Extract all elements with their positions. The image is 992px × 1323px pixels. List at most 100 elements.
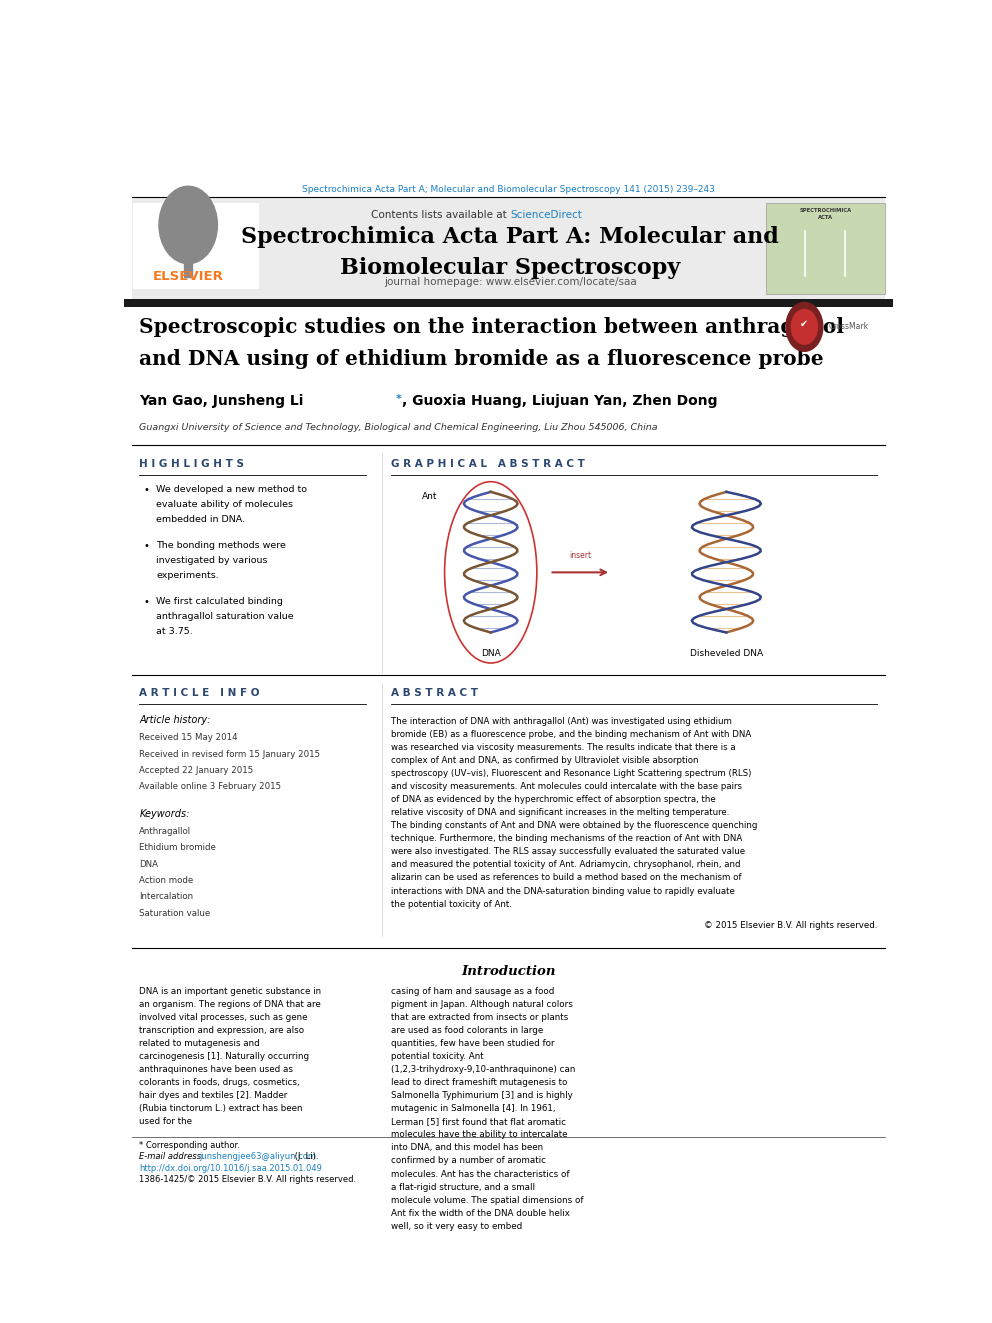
Text: Ant fix the width of the DNA double helix: Ant fix the width of the DNA double heli… [391, 1209, 569, 1217]
Text: Guangxi University of Science and Technology, Biological and Chemical Engineerin: Guangxi University of Science and Techno… [139, 422, 658, 431]
Text: and measured the potential toxicity of Ant. Adriamycin, chrysophanol, rhein, and: and measured the potential toxicity of A… [391, 860, 740, 869]
Text: Action mode: Action mode [139, 876, 193, 885]
Text: that are extracted from insects or plants: that are extracted from insects or plant… [391, 1013, 568, 1023]
Text: investigated by various: investigated by various [157, 556, 268, 565]
Text: Article history:: Article history: [139, 714, 210, 725]
Text: The bonding methods were: The bonding methods were [157, 541, 286, 550]
Text: mutagenic in Salmonella [4]. In 1961,: mutagenic in Salmonella [4]. In 1961, [391, 1105, 556, 1114]
Text: Spectroscopic studies on the interaction between anthragallol: Spectroscopic studies on the interaction… [139, 316, 844, 336]
Circle shape [792, 310, 817, 344]
Text: Anthragallol: Anthragallol [139, 827, 191, 836]
Text: A B S T R A C T: A B S T R A C T [391, 688, 478, 699]
Circle shape [159, 187, 217, 263]
Text: ELSEVIER: ELSEVIER [153, 270, 223, 283]
Circle shape [175, 198, 202, 235]
Text: A R T I C L E   I N F O: A R T I C L E I N F O [139, 688, 260, 699]
Text: and DNA using of ethidium bromide as a fluorescence probe: and DNA using of ethidium bromide as a f… [139, 349, 824, 369]
Text: Spectrochimica Acta Part A: Molecular and: Spectrochimica Acta Part A: Molecular an… [241, 226, 779, 247]
Text: Spectrochimica Acta Part A; Molecular and Biomolecular Spectroscopy 141 (2015) 2: Spectrochimica Acta Part A; Molecular an… [302, 185, 715, 194]
Text: junshengjee63@aliyun.com: junshengjee63@aliyun.com [199, 1152, 316, 1162]
Text: insert: insert [569, 552, 591, 560]
Text: ACTA: ACTA [818, 214, 833, 220]
Text: well, so it very easy to embed: well, so it very easy to embed [391, 1221, 522, 1230]
Text: Biomolecular Spectroscopy: Biomolecular Spectroscopy [340, 257, 681, 279]
Text: complex of Ant and DNA, as confirmed by Ultraviolet visible absorption: complex of Ant and DNA, as confirmed by … [391, 757, 698, 765]
Text: anthraquinones have been used as: anthraquinones have been used as [139, 1065, 294, 1074]
Text: * Corresponding author.: * Corresponding author. [139, 1140, 240, 1150]
Text: journal homepage: www.elsevier.com/locate/saa: journal homepage: www.elsevier.com/locat… [384, 277, 637, 287]
Bar [185, 262, 192, 277]
Text: We first calculated binding: We first calculated binding [157, 597, 283, 606]
Text: Accepted 22 January 2015: Accepted 22 January 2015 [139, 766, 254, 775]
Text: H I G H L I G H T S: H I G H L I G H T S [139, 459, 244, 470]
Text: alizarin can be used as references to build a method based on the mechanism of: alizarin can be used as references to bu… [391, 873, 741, 882]
Text: evaluate ability of molecules: evaluate ability of molecules [157, 500, 294, 509]
Text: •: • [144, 484, 150, 495]
Bar [124, 299, 893, 307]
Bar [133, 202, 259, 290]
Text: Lerman [5] first found that flat aromatic: Lerman [5] first found that flat aromati… [391, 1118, 565, 1126]
Text: hair dyes and textiles [2]. Madder: hair dyes and textiles [2]. Madder [139, 1091, 288, 1101]
Text: Contents lists available at: Contents lists available at [371, 209, 510, 220]
Text: molecules have the ability to intercalate: molecules have the ability to intercalat… [391, 1130, 567, 1139]
Text: lead to direct frameshift mutagenesis to: lead to direct frameshift mutagenesis to [391, 1078, 567, 1088]
Text: (J. Li).: (J. Li). [292, 1152, 318, 1162]
Text: into DNA, and this model has been: into DNA, and this model has been [391, 1143, 543, 1152]
Text: at 3.75.: at 3.75. [157, 627, 193, 636]
Text: Salmonella Typhimurium [3] and is highly: Salmonella Typhimurium [3] and is highly [391, 1091, 572, 1101]
Text: are used as food colorants in large: are used as food colorants in large [391, 1027, 543, 1035]
Text: CrossMark: CrossMark [829, 323, 869, 331]
Text: a flat-rigid structure, and a small: a flat-rigid structure, and a small [391, 1183, 535, 1192]
Text: (Rubia tinctorum L.) extract has been: (Rubia tinctorum L.) extract has been [139, 1105, 303, 1114]
Text: colorants in foods, drugs, cosmetics,: colorants in foods, drugs, cosmetics, [139, 1078, 300, 1088]
Text: Ant: Ant [422, 492, 437, 501]
Text: related to mutagenesis and: related to mutagenesis and [139, 1039, 260, 1048]
Text: , Guoxia Huang, Liujuan Yan, Zhen Dong: , Guoxia Huang, Liujuan Yan, Zhen Dong [403, 394, 718, 407]
Text: •: • [144, 541, 150, 550]
Text: confirmed by a number of aromatic: confirmed by a number of aromatic [391, 1156, 546, 1166]
Text: spectroscopy (UV–vis), Fluorescent and Resonance Light Scattering spectrum (RLS): spectroscopy (UV–vis), Fluorescent and R… [391, 769, 751, 778]
Text: was researched via viscosity measurements. The results indicate that there is a: was researched via viscosity measurement… [391, 744, 735, 751]
Text: molecules. Ant has the characteristics of: molecules. Ant has the characteristics o… [391, 1170, 569, 1179]
Text: interactions with DNA and the DNA-saturation binding value to rapidly evaluate: interactions with DNA and the DNA-satura… [391, 886, 735, 896]
Circle shape [167, 192, 209, 249]
Text: technique. Furthermore, the binding mechanisms of the reaction of Ant with DNA: technique. Furthermore, the binding mech… [391, 835, 742, 843]
Text: Intercalation: Intercalation [139, 892, 193, 901]
Text: experiments.: experiments. [157, 572, 219, 581]
Text: Ethidium bromide: Ethidium bromide [139, 843, 216, 852]
Text: DNA: DNA [481, 648, 501, 658]
Text: © 2015 Elsevier B.V. All rights reserved.: © 2015 Elsevier B.V. All rights reserved… [704, 921, 878, 930]
Text: anthragallol saturation value: anthragallol saturation value [157, 613, 294, 620]
Text: DNA: DNA [139, 860, 159, 869]
Text: molecule volume. The spatial dimensions of: molecule volume. The spatial dimensions … [391, 1196, 583, 1205]
Text: casing of ham and sausage as a food: casing of ham and sausage as a food [391, 987, 555, 996]
Circle shape [786, 303, 822, 352]
Text: embedded in DNA.: embedded in DNA. [157, 516, 245, 524]
FancyBboxPatch shape [132, 197, 885, 299]
Text: Yan Gao, Junsheng Li: Yan Gao, Junsheng Li [139, 394, 309, 407]
FancyBboxPatch shape [766, 202, 885, 294]
Text: were also investigated. The RLS assay successfully evaluated the saturated value: were also investigated. The RLS assay su… [391, 848, 745, 856]
Text: carcinogenesis [1]. Naturally occurring: carcinogenesis [1]. Naturally occurring [139, 1052, 310, 1061]
Text: of DNA as evidenced by the hyperchromic effect of absorption spectra, the: of DNA as evidenced by the hyperchromic … [391, 795, 715, 804]
Text: DNA is an important genetic substance in: DNA is an important genetic substance in [139, 987, 321, 996]
Text: Received in revised form 15 January 2015: Received in revised form 15 January 2015 [139, 750, 320, 758]
Text: Keywords:: Keywords: [139, 808, 189, 819]
Text: Available online 3 February 2015: Available online 3 February 2015 [139, 782, 282, 791]
Text: Received 15 May 2014: Received 15 May 2014 [139, 733, 238, 742]
Text: We developed a new method to: We developed a new method to [157, 484, 308, 493]
Text: E-mail address:: E-mail address: [139, 1152, 204, 1162]
Text: (1,2,3-trihydroxy-9,10-anthraquinone) can: (1,2,3-trihydroxy-9,10-anthraquinone) ca… [391, 1065, 575, 1074]
Text: *: * [396, 394, 401, 404]
Text: pigment in Japan. Although natural colors: pigment in Japan. Although natural color… [391, 1000, 572, 1009]
Text: ✔: ✔ [801, 319, 808, 329]
Text: ScienceDirect: ScienceDirect [510, 209, 582, 220]
Text: 1386-1425/© 2015 Elsevier B.V. All rights reserved.: 1386-1425/© 2015 Elsevier B.V. All right… [139, 1175, 356, 1184]
Text: SPECTROCHIMICA: SPECTROCHIMICA [800, 208, 852, 213]
Text: Introduction: Introduction [461, 964, 556, 978]
Text: •: • [144, 597, 150, 607]
Text: relative viscosity of DNA and significant increases in the melting temperature.: relative viscosity of DNA and significan… [391, 808, 729, 818]
Text: quantities, few have been studied for: quantities, few have been studied for [391, 1039, 555, 1048]
Text: The binding constants of Ant and DNA were obtained by the fluorescence quenching: The binding constants of Ant and DNA wer… [391, 822, 757, 831]
Text: potential toxicity. Ant: potential toxicity. Ant [391, 1052, 483, 1061]
